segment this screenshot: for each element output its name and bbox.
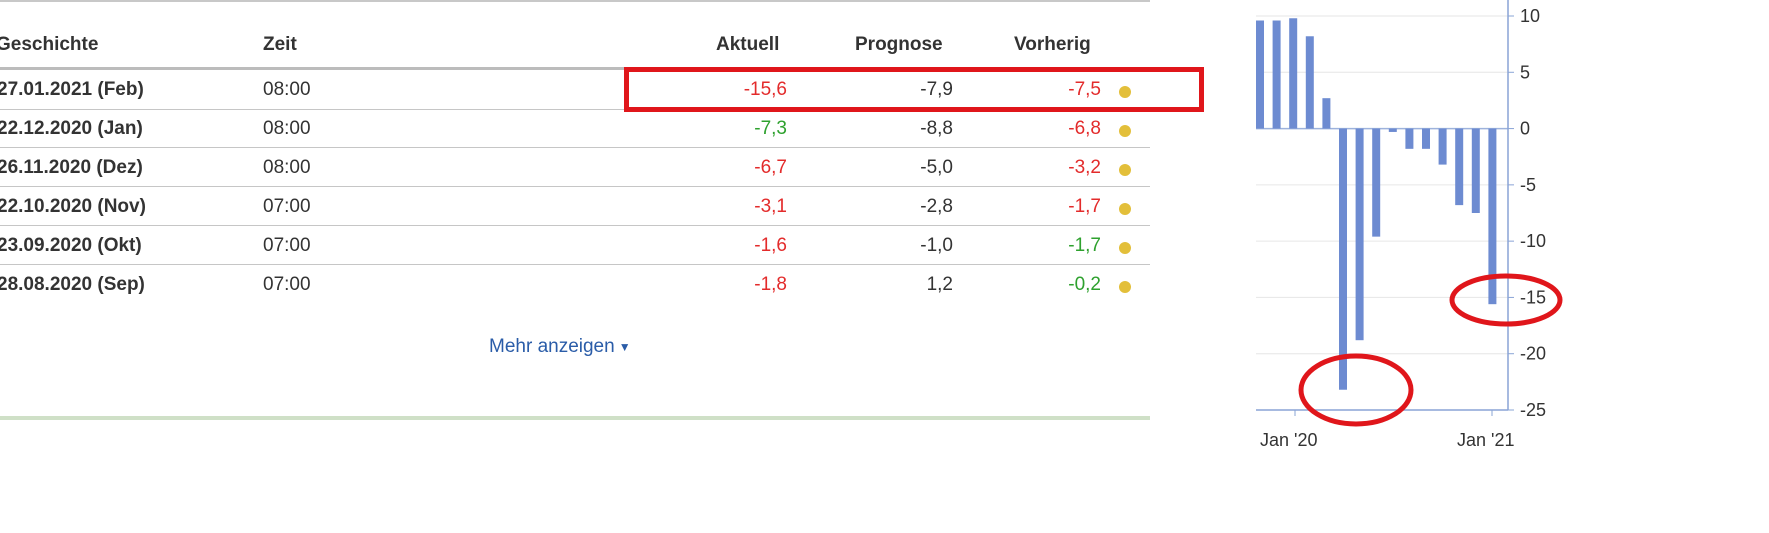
chart-bar	[1471, 128, 1480, 213]
row-vorherig: -3,2	[1068, 157, 1101, 178]
row-date: 26.11.2020 (Dez)	[0, 157, 143, 178]
row-prognose: -2,8	[920, 196, 953, 217]
bottom-divider	[0, 416, 1150, 420]
y-tick-label: -10	[1520, 231, 1546, 251]
table-row: 22.10.2020 (Nov) 07:00 -3,1 -2,8 -1,7	[0, 187, 1150, 226]
chart-bar	[1289, 18, 1298, 129]
chart-bar	[1438, 128, 1447, 165]
chart-bar	[1388, 128, 1397, 132]
row-prognose: 1,2	[926, 274, 953, 295]
chart-bar	[1322, 98, 1331, 129]
chart-bar	[1272, 20, 1281, 129]
chart-svg: 10 5 0 -5 -10 -15 -20 -25 Jan '20 Jan '21	[1256, 0, 1563, 450]
row-time: 07:00	[263, 274, 311, 295]
row-divider	[0, 264, 1150, 265]
chart-bar	[1339, 128, 1347, 390]
row-time: 07:00	[263, 235, 311, 256]
row-date: 27.01.2021 (Feb)	[0, 79, 144, 100]
annotation-ellipse-latest	[1449, 273, 1563, 327]
row-time: 08:00	[263, 118, 311, 139]
row-divider	[0, 109, 1150, 110]
chart-bar	[1256, 20, 1264, 129]
status-dot-icon	[1119, 281, 1131, 293]
row-prognose: -1,0	[920, 235, 953, 256]
status-dot-icon	[1119, 242, 1131, 254]
top-divider	[0, 0, 1150, 2]
table-row: 26.11.2020 (Dez) 08:00 -6,7 -5,0 -3,2	[0, 148, 1150, 187]
row-vorherig: -6,8	[1068, 118, 1101, 139]
row-aktuell: -1,8	[754, 274, 787, 295]
y-tick-label: -15	[1520, 287, 1546, 307]
row-vorherig: -7,5	[1068, 79, 1101, 100]
row-prognose: -5,0	[920, 157, 953, 178]
row-date: 23.09.2020 (Okt)	[0, 235, 142, 256]
bar-chart: 10 5 0 -5 -10 -15 -20 -25 Jan '20 Jan '21	[1240, 0, 1769, 533]
header-vorherig: Vorherig	[1014, 34, 1091, 55]
x-tick-label: Jan '21	[1457, 430, 1514, 450]
chart-bar	[1405, 128, 1414, 149]
show-more-label: Mehr anzeigen	[489, 336, 615, 357]
table-row: 28.08.2020 (Sep) 07:00 -1,8 1,2 -0,2	[0, 265, 1150, 304]
status-dot-icon	[1119, 203, 1131, 215]
status-dot-icon	[1119, 164, 1131, 176]
header-prognose: Prognose	[855, 34, 943, 55]
y-tick-label: 10	[1520, 6, 1540, 26]
row-date: 22.12.2020 (Jan)	[0, 118, 143, 139]
row-divider	[0, 147, 1150, 148]
y-tick-label: -20	[1520, 344, 1546, 364]
chevron-down-icon: ▼	[618, 339, 631, 354]
header-geschichte: Geschichte	[0, 34, 99, 55]
chart-bar	[1372, 128, 1381, 237]
chart-bar	[1422, 128, 1430, 149]
row-divider	[0, 225, 1150, 226]
header-divider	[0, 67, 1150, 70]
row-date: 28.08.2020 (Sep)	[0, 274, 145, 295]
y-tick-label: 0	[1520, 119, 1530, 139]
history-table: Geschichte Zeit Aktuell Prognose Vorheri…	[0, 0, 1204, 420]
y-tick-label: 5	[1520, 62, 1530, 82]
row-time: 07:00	[263, 196, 311, 217]
row-vorherig: -1,7	[1068, 235, 1101, 256]
row-aktuell: -7,3	[754, 118, 787, 139]
status-dot-icon	[1119, 86, 1131, 98]
row-time: 08:00	[263, 157, 311, 178]
y-tick-label: -5	[1520, 175, 1536, 195]
row-aktuell: -1,6	[754, 235, 787, 256]
y-tick-label: -25	[1520, 400, 1546, 420]
row-aktuell: -15,6	[743, 79, 787, 100]
row-date: 22.10.2020 (Nov)	[0, 196, 146, 217]
row-time: 08:00	[263, 79, 311, 100]
header-aktuell: Aktuell	[716, 34, 780, 55]
row-divider	[0, 186, 1150, 187]
row-prognose: -7,9	[920, 79, 953, 100]
chart-bar	[1305, 36, 1314, 129]
chart-bar	[1488, 128, 1497, 305]
header-zeit: Zeit	[263, 34, 297, 55]
highlight-annotation	[624, 67, 1204, 112]
table-row: 27.01.2021 (Feb) 08:00 -15,6 -7,9 -7,5	[0, 70, 1150, 109]
annotation-ellipse-minimum	[1298, 353, 1414, 427]
row-aktuell: -6,7	[754, 157, 787, 178]
show-more-link[interactable]: Mehr anzeigen ▼	[489, 336, 631, 358]
row-vorherig: -0,2	[1068, 274, 1101, 295]
table-row: 23.09.2020 (Okt) 07:00 -1,6 -1,0 -1,7	[0, 226, 1150, 265]
x-tick-label: Jan '20	[1260, 430, 1317, 450]
chart-bar	[1455, 128, 1464, 206]
row-prognose: -8,8	[920, 118, 953, 139]
status-dot-icon	[1119, 125, 1131, 137]
row-vorherig: -1,7	[1068, 196, 1101, 217]
row-aktuell: -3,1	[754, 196, 787, 217]
table-row: 22.12.2020 (Jan) 08:00 -7,3 -8,8 -6,8	[0, 109, 1150, 148]
chart-bar	[1355, 128, 1364, 341]
